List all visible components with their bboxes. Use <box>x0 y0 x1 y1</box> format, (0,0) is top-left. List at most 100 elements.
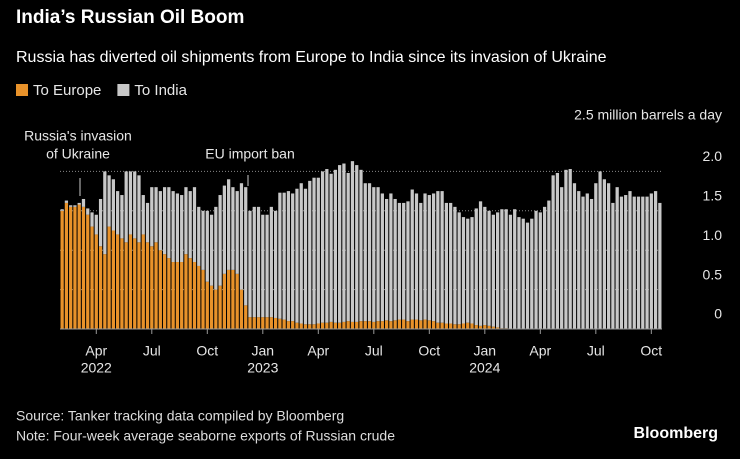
bar-segment <box>461 217 466 324</box>
bar-segment <box>470 217 474 324</box>
bar-segment <box>77 204 81 329</box>
bar-segment <box>440 322 444 329</box>
bar-segment <box>98 246 103 329</box>
bar-segment <box>222 273 226 329</box>
bar-segment <box>397 319 402 329</box>
bar-segment <box>273 210 278 318</box>
bar-segment <box>436 322 440 329</box>
bar-segment <box>419 202 423 321</box>
bar-segment <box>175 193 180 263</box>
bar-segment <box>329 173 333 322</box>
bar-segment <box>256 206 261 318</box>
bar-segment <box>171 191 175 263</box>
bar-segment <box>444 323 449 329</box>
bar-segment <box>94 234 98 329</box>
bar-segment <box>107 175 111 227</box>
bar-segment <box>94 214 98 235</box>
bar-segment <box>269 317 273 329</box>
bar-segment <box>299 323 303 329</box>
bar-segment <box>427 195 431 321</box>
bar-segment <box>184 254 188 329</box>
bar-segment <box>124 242 128 329</box>
bar-segment <box>282 319 286 329</box>
bar-segment <box>564 169 568 329</box>
bar-segment <box>192 262 197 329</box>
bar-segment <box>269 206 273 318</box>
bar-segment <box>64 202 69 329</box>
x-tick-label: Jul <box>143 343 161 359</box>
bar-segment <box>252 206 256 318</box>
x-tick-label: Jul <box>587 343 605 359</box>
bar-segment <box>402 319 406 329</box>
x-tick-label: Oct <box>196 343 218 359</box>
bar-segment <box>449 202 453 324</box>
bar-segment <box>303 324 308 329</box>
bar-segment <box>525 222 530 329</box>
bar-segment <box>120 238 124 329</box>
bar-segment <box>423 193 427 320</box>
bar-segment <box>192 187 197 263</box>
bar-segment <box>201 210 205 270</box>
bar-segment <box>632 196 636 329</box>
bar-segment <box>273 317 278 329</box>
bar-segment <box>653 191 658 329</box>
bar-segment <box>197 265 201 329</box>
bar-segment <box>491 214 495 327</box>
bar-segment <box>461 323 466 329</box>
bar-segment <box>410 319 414 329</box>
bar-segment <box>333 322 338 329</box>
bar-segment <box>325 169 329 323</box>
bar-segment <box>69 205 73 207</box>
bar-segment <box>265 214 269 318</box>
x-year-label: 2023 <box>247 360 278 376</box>
bar-segment <box>376 321 380 329</box>
bar-segment <box>77 202 81 205</box>
bar-segment <box>568 169 572 329</box>
bar-segment <box>167 258 171 329</box>
y-tick-label: 0 <box>714 306 722 322</box>
bar-segment <box>201 269 205 329</box>
x-tick-label: Oct <box>640 343 662 359</box>
bar-segment <box>86 208 90 215</box>
bar-segment <box>90 226 94 329</box>
x-year-label: 2022 <box>81 360 112 376</box>
bar-segment <box>180 195 184 263</box>
bar-segment <box>436 191 440 323</box>
bar-segment <box>162 254 167 329</box>
bar-segment <box>547 200 551 329</box>
bar-segment <box>346 321 350 329</box>
bar-segment <box>406 321 410 329</box>
bar-segment <box>231 269 235 329</box>
bar-segment <box>367 183 372 322</box>
bar-segment <box>338 322 342 329</box>
bar-segment <box>491 326 495 329</box>
bar-segment <box>363 321 367 329</box>
bar-segment <box>252 317 256 329</box>
bar-segment <box>410 189 414 320</box>
bar-segment <box>350 321 355 329</box>
annotation-text: EU import ban <box>205 146 294 162</box>
bar-segment <box>133 171 137 239</box>
x-tick-label: Apr <box>307 343 329 359</box>
bar-segment <box>154 187 158 243</box>
x-tick-label: Jul <box>365 343 383 359</box>
bar-segment <box>197 206 201 266</box>
bar-segment <box>350 161 355 322</box>
bar-segment <box>500 209 504 329</box>
bar-segment <box>483 325 487 329</box>
bar-segment <box>325 322 329 329</box>
y-tick-label: 2.0 <box>703 148 723 164</box>
y-tick-label: 2.5 million barrels a day <box>574 107 722 123</box>
bar-segment <box>248 317 252 329</box>
source-note: Source: Tanker tracking data compiled by… <box>16 408 344 424</box>
bar-segment <box>69 206 73 329</box>
bar-segment <box>278 192 282 319</box>
bar-segment <box>128 171 133 235</box>
bar-segment <box>286 321 291 329</box>
bar-segment <box>141 234 145 329</box>
bar-segment <box>162 187 167 255</box>
bar-segment <box>380 193 384 322</box>
bar-segment <box>60 210 64 329</box>
bar-segment <box>572 183 577 329</box>
